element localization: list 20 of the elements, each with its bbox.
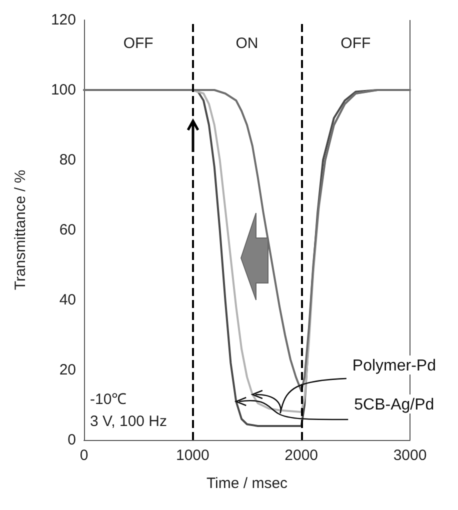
y-tick-label: 120 bbox=[50, 12, 76, 28]
y-tick-label: 20 bbox=[59, 362, 76, 378]
y-axis-title: Transmittance / % bbox=[12, 170, 29, 290]
x-tick-label: 2000 bbox=[284, 447, 318, 464]
x-tick-label: 0 bbox=[80, 447, 88, 464]
y-tick-label: 100 bbox=[50, 82, 76, 98]
y-tick-label: 60 bbox=[59, 222, 76, 238]
y-tick-label: 40 bbox=[59, 292, 76, 308]
annotation: OFF bbox=[340, 35, 371, 52]
annotation: ON bbox=[236, 35, 258, 52]
x-tick-label: 1000 bbox=[176, 447, 210, 464]
annotation: OFF bbox=[123, 35, 154, 52]
x-axis-title: Time / msec bbox=[206, 475, 288, 492]
x-tick-label: 3000 bbox=[393, 447, 427, 464]
y-tick-label: 80 bbox=[59, 152, 76, 168]
annotation: Polymer-Pd bbox=[352, 358, 436, 374]
annotation: -10℃ bbox=[90, 391, 127, 408]
annotation: 3 V, 100 Hz bbox=[90, 413, 167, 430]
y-tick-label: 0 bbox=[68, 432, 76, 448]
annotation: 5CB-Ag/Pd bbox=[354, 396, 434, 414]
